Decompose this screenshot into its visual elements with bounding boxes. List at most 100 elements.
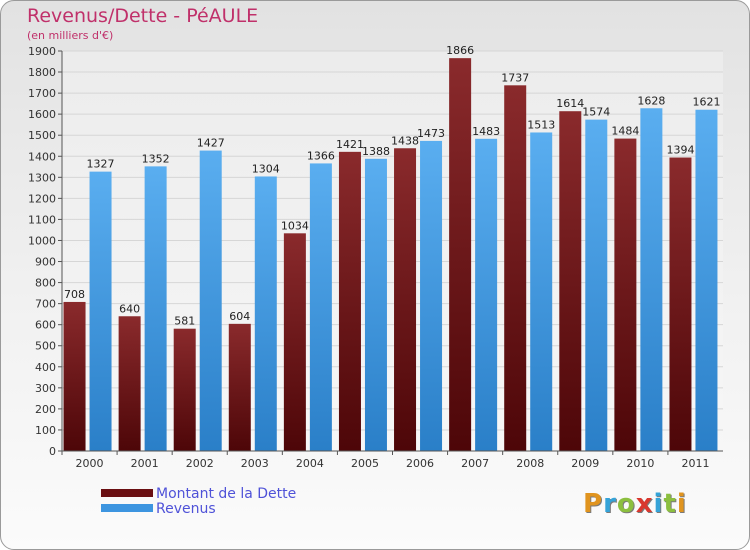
x-tick-label: 2000 [76,457,104,470]
debt-value-label: 708 [64,288,85,301]
x-tick-label: 2011 [681,457,709,470]
debt-bar [559,111,582,452]
x-tick-label: 2002 [186,457,214,470]
logo-letter: P [583,489,604,519]
revenue-value-label: 1483 [472,125,500,138]
x-tick-label: 2010 [626,457,654,470]
debt-bar [338,151,361,451]
y-tick-label: 600 [35,319,56,332]
revenue-bar [364,158,387,451]
revenue-value-label: 1304 [252,162,280,175]
logo-letter: x [635,489,654,519]
debt-value-label: 1421 [336,138,364,151]
x-tick-label: 2005 [351,457,379,470]
y-tick-label: 800 [35,277,56,290]
debt-bar [63,301,86,451]
debt-value-label: 1438 [391,134,419,147]
x-tick-label: 2004 [296,457,324,470]
logo-letter: o [616,489,636,519]
legend-label-revenue: Revenus [156,501,216,517]
revenue-bar [585,119,608,451]
debt-bar [504,85,527,451]
legend-swatch-debt [101,489,153,497]
revenue-bar [695,109,718,451]
debt-value-label: 581 [174,315,195,328]
debt-value-label: 640 [119,302,140,315]
debt-value-label: 1614 [556,97,584,110]
debt-bar [614,138,637,451]
x-tick-label: 2008 [516,457,544,470]
debt-value-label: 1484 [611,125,639,138]
legend-item-debt: Montant de la Dette [101,487,296,502]
x-tick-label: 2006 [406,457,434,470]
revenue-value-label: 1327 [87,158,115,171]
revenue-bar [640,108,663,452]
y-tick-label: 1500 [28,129,56,142]
debt-bar [449,58,472,451]
x-tick-label: 2003 [241,457,269,470]
y-tick-label: 1400 [28,150,56,163]
revenue-bar [199,150,222,451]
debt-bar [669,157,692,452]
debt-value-label: 1866 [446,44,474,57]
y-tick-label: 1600 [28,108,56,121]
logo-letter: r [603,489,617,519]
revenue-value-label: 1366 [307,149,335,162]
x-tick-label: 2009 [571,457,599,470]
legend-item-revenue: Revenus [101,502,296,517]
legend-label-debt: Montant de la Dette [156,486,297,502]
x-tick-label: 2007 [461,457,489,470]
revenue-bar [530,132,553,451]
revenue-value-label: 1574 [582,106,610,119]
debt-bar [394,148,417,451]
revenue-value-label: 1473 [417,127,445,140]
revenue-value-label: 1621 [692,96,720,109]
x-tick-label: 2001 [131,457,159,470]
legend: Montant de la Dette Revenus [101,487,296,517]
logo-letter: i [676,489,687,519]
chart-title: Revenus/Dette - PéAULE [27,5,259,27]
revenue-bar [420,140,443,452]
chart-subtitle: (en milliers d'€) [27,29,114,42]
proxiti-logo: Proxiti [583,489,687,519]
plot-area [62,51,723,451]
debt-bar [118,316,141,451]
y-tick-label: 1700 [28,87,56,100]
debt-value-label: 604 [229,310,250,323]
revenue-bar [89,171,112,451]
y-tick-label: 0 [49,445,56,458]
y-tick-label: 200 [35,403,56,416]
revenue-value-label: 1388 [362,145,390,158]
y-tick-label: 1200 [28,192,56,205]
revenue-value-label: 1427 [197,137,225,150]
y-tick-label: 500 [35,340,56,353]
revenue-bar [309,163,332,451]
y-tick-label: 400 [35,361,56,374]
debt-value-label: 1034 [281,219,309,232]
y-tick-label: 100 [35,424,56,437]
revenue-value-label: 1513 [527,118,555,131]
logo-letter: i [653,489,664,519]
debt-bar [173,328,196,451]
legend-swatch-revenue [101,504,153,512]
revenue-bar [254,176,277,451]
y-tick-label: 1300 [28,171,56,184]
y-tick-label: 300 [35,382,56,395]
debt-value-label: 1394 [666,144,694,157]
y-tick-label: 1800 [28,66,56,79]
debt-bar [283,233,306,451]
debt-bar [228,323,251,451]
revenue-value-label: 1352 [142,152,170,165]
debt-value-label: 1737 [501,71,529,84]
y-tick-label: 900 [35,256,56,269]
revenue-bar [475,138,498,451]
revenue-bar [144,166,167,452]
logo-letter: t [663,489,677,519]
y-tick-label: 1000 [28,234,56,247]
y-tick-label: 700 [35,298,56,311]
y-tick-label: 1900 [28,45,56,58]
revenue-value-label: 1628 [637,94,665,107]
y-tick-label: 1100 [28,213,56,226]
